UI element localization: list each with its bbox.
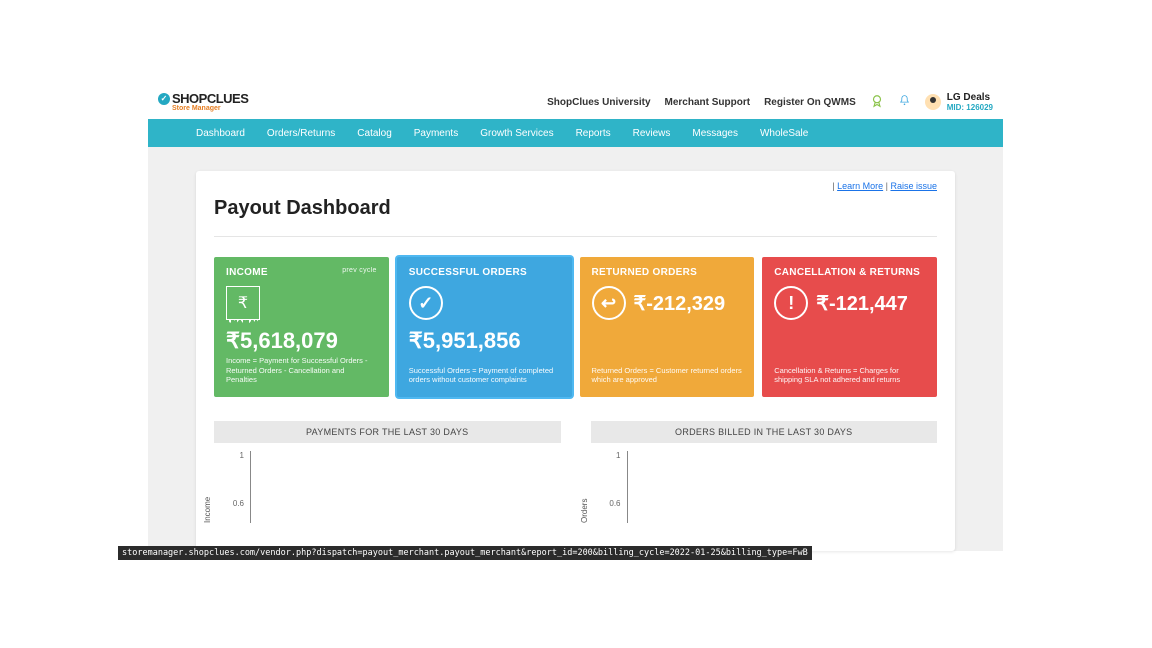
avatar-icon xyxy=(925,94,941,110)
chart-payments-title: PAYMENTS FOR THE LAST 30 DAYS xyxy=(214,421,561,443)
browser-status-bar: storemanager.shopclues.com/vendor.php?di… xyxy=(118,546,812,560)
ytick: 0.6 xyxy=(233,499,244,508)
nav-growth[interactable]: Growth Services xyxy=(480,128,553,139)
main-nav: Dashboard Orders/Returns Catalog Payment… xyxy=(148,119,1003,147)
card-cancel-title: CANCELLATION & RETURNS xyxy=(774,267,920,278)
card-income[interactable]: INCOME prev cycle ₹ ₹5,618,079 Income = … xyxy=(214,257,389,397)
card-cancel-amount: ₹-121,447 xyxy=(816,291,908,316)
top-bar: ✓ SHOPCLUES Store Manager ShopClues Univ… xyxy=(148,85,1003,119)
card-returned-amount: ₹-212,329 xyxy=(634,291,726,316)
nav-catalog[interactable]: Catalog xyxy=(357,128,391,139)
charts-row: PAYMENTS FOR THE LAST 30 DAYS 1 0.6 Inco… xyxy=(214,421,937,523)
nav-dashboard[interactable]: Dashboard xyxy=(196,128,245,139)
nav-payments[interactable]: Payments xyxy=(414,128,458,139)
bell-icon[interactable] xyxy=(898,94,911,110)
link-merchant-support[interactable]: Merchant Support xyxy=(665,97,751,108)
brand-subtitle: Store Manager xyxy=(172,105,248,112)
nav-wholesale[interactable]: WholeSale xyxy=(760,128,808,139)
chart-orders: ORDERS BILLED IN THE LAST 30 DAYS 1 0.6 … xyxy=(591,421,938,523)
user-name: LG Deals xyxy=(947,92,993,103)
chart-orders-title: ORDERS BILLED IN THE LAST 30 DAYS xyxy=(591,421,938,443)
chart-payments: PAYMENTS FOR THE LAST 30 DAYS 1 0.6 Inco… xyxy=(214,421,561,523)
nav-orders[interactable]: Orders/Returns xyxy=(267,128,335,139)
card-cancellation[interactable]: CANCELLATION & RETURNS ! ₹-121,447 Cance… xyxy=(762,257,937,397)
chart-orders-ylabel: Orders xyxy=(580,499,589,523)
card-success-amount: ₹5,951,856 xyxy=(409,328,521,354)
nav-reviews[interactable]: Reviews xyxy=(633,128,671,139)
ytick: 1 xyxy=(616,451,620,460)
card-income-desc: Income = Payment for Successful Orders -… xyxy=(226,356,377,385)
summary-cards: INCOME prev cycle ₹ ₹5,618,079 Income = … xyxy=(214,257,937,397)
card-returned-desc: Returned Orders = Customer returned orde… xyxy=(592,366,743,386)
brand-logo[interactable]: ✓ SHOPCLUES Store Manager xyxy=(158,92,248,112)
card-cancel-desc: Cancellation & Returns = Charges for shi… xyxy=(774,366,925,386)
user-mid: MID: 126029 xyxy=(947,103,993,112)
nav-messages[interactable]: Messages xyxy=(692,128,738,139)
user-menu[interactable]: LG Deals MID: 126029 xyxy=(925,92,993,112)
card-returned-title: RETURNED ORDERS xyxy=(592,267,698,278)
chart-payments-ylabel: Income xyxy=(203,497,212,523)
payout-panel: | Learn More | Raise issue Payout Dashbo… xyxy=(196,171,955,551)
panel-top-links: | Learn More | Raise issue xyxy=(832,181,937,191)
link-university[interactable]: ShopClues University xyxy=(547,97,650,108)
divider xyxy=(214,236,937,237)
card-success-desc: Successful Orders = Payment of completed… xyxy=(409,366,560,386)
card-successful-orders[interactable]: SUCCESSFUL ORDERS ✓ ₹5,951,856 Successfu… xyxy=(397,257,572,397)
card-income-title: INCOME xyxy=(226,267,268,278)
prev-cycle-label: prev cycle xyxy=(342,267,377,274)
card-income-amount: ₹5,618,079 xyxy=(226,328,338,354)
ytick: 1 xyxy=(240,451,244,460)
award-icon[interactable] xyxy=(870,94,884,111)
exclamation-icon: ! xyxy=(774,286,808,320)
link-register-qwms[interactable]: Register On QWMS xyxy=(764,97,856,108)
rupee-receipt-icon: ₹ xyxy=(226,286,260,320)
card-returned-orders[interactable]: RETURNED ORDERS ↩ ₹-212,329 Returned Ord… xyxy=(580,257,755,397)
link-learn-more[interactable]: Learn More xyxy=(837,181,883,191)
link-raise-issue[interactable]: Raise issue xyxy=(890,181,937,191)
page-title: Payout Dashboard xyxy=(214,197,937,220)
card-success-title: SUCCESSFUL ORDERS xyxy=(409,267,527,278)
axis-line xyxy=(627,451,628,523)
brand-name: SHOPCLUES xyxy=(172,92,248,105)
axis-line xyxy=(250,451,251,523)
check-icon: ✓ xyxy=(158,93,170,105)
return-arrow-icon: ↩ xyxy=(592,286,626,320)
ytick: 0.6 xyxy=(609,499,620,508)
nav-reports[interactable]: Reports xyxy=(576,128,611,139)
checkmark-icon: ✓ xyxy=(409,286,443,320)
